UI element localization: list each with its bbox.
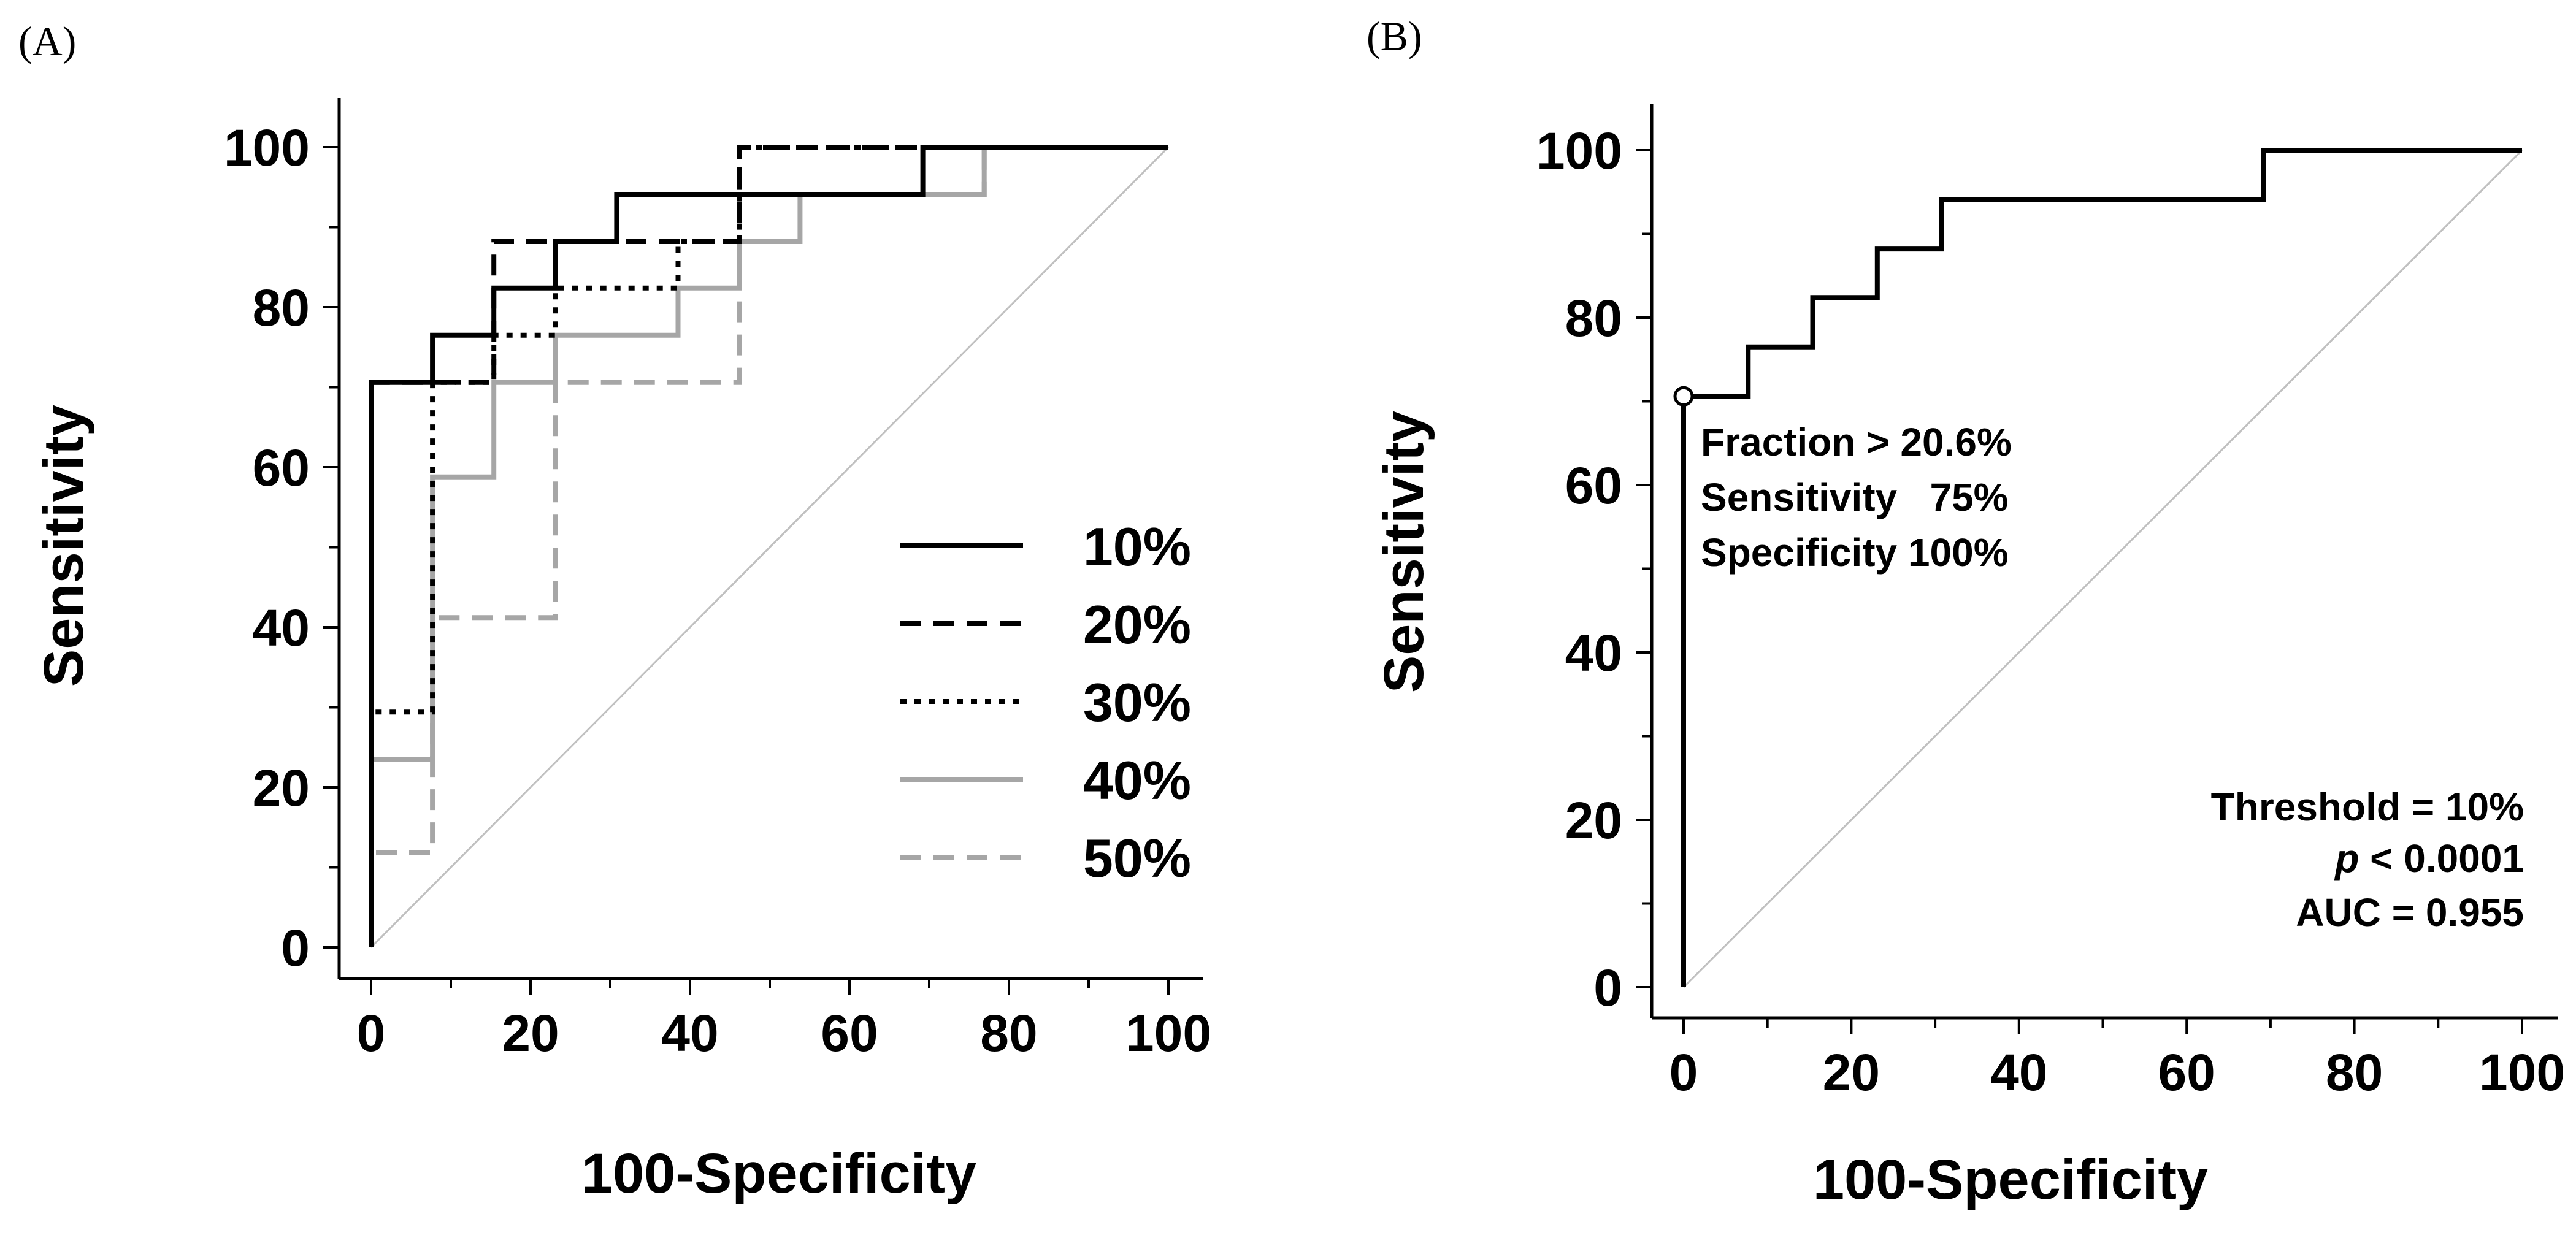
panel-b-auc-label: AUC = 0.955 (2296, 890, 2524, 934)
panelA-y-tick-label: 80 (253, 279, 310, 337)
panelB-x-tick-label: 60 (2158, 1044, 2215, 1101)
panelA-x-tick-label: 60 (821, 1004, 878, 1062)
panelB-x-tick-label: 0 (1669, 1044, 1698, 1101)
panelA-x-tick-label: 20 (502, 1004, 559, 1062)
panel-b: (B) 0 20 40 60 80 100 0 20 40 60 80 100 100-Specifi… (1367, 13, 2565, 1211)
panel-b-p-symbol: p (2334, 836, 2359, 881)
panel-b-x-axis-title: 100-Specificity (1813, 1148, 2208, 1211)
panel-a: (A) 0 20 40 60 80 100 0 20 40 60 80 100 100-Specifi… (18, 18, 1211, 1205)
panel-b-p-value-text: < 0.0001 (2359, 836, 2524, 881)
panelA-x-tick-label: 0 (357, 1004, 386, 1062)
panel-a-x-axis-title: 100-Specificity (581, 1142, 976, 1205)
panelB-x-tick-label: 40 (1990, 1044, 2047, 1101)
legend-label-50: 50% (1083, 828, 1191, 888)
panelA-x-tick-label: 100 (1125, 1004, 1211, 1062)
panelA-y-tick-label: 0 (281, 919, 310, 977)
panel-b-axes (1636, 104, 2558, 1034)
panel-b-p-value: p < 0.0001 (2334, 836, 2524, 881)
panelB-x-tick-label: 20 (1823, 1044, 1880, 1101)
panelB-series-threshold10-line (1681, 148, 2522, 987)
panel-a-label: (A) (18, 18, 76, 64)
panelA-y-tick-label: 40 (253, 599, 310, 657)
panel-b-label: (B) (1367, 13, 1422, 59)
panel-b-cutoff-line-2: Sensitivity 75% (1701, 475, 2009, 519)
panelB-y-tick-label: 20 (1565, 792, 1622, 849)
panel-a-series (369, 145, 1170, 949)
panelB-y-tick-label: 40 (1565, 624, 1622, 682)
panelA-x-tick-label: 40 (661, 1004, 718, 1062)
panel-a-legend: 10% 20% 30% 40% 50% (900, 516, 1191, 888)
panelB-y-tick-label: 0 (1593, 959, 1622, 1017)
panelA-y-tick-label: 20 (253, 759, 310, 817)
panel-b-threshold-label: Threshold = 10% (2211, 785, 2524, 829)
panel-a-axes (323, 98, 1203, 995)
panelA-reference-diagonal (370, 146, 1170, 949)
panel-b-y-axis-title: Sensitivity (1373, 411, 1435, 693)
panelB-y-tick-label: 60 (1565, 457, 1622, 514)
panel-b-tick-labels: 0 20 40 60 80 100 0 20 40 60 80 100 (1536, 122, 2565, 1101)
panelB-reference-diagonal (1682, 149, 2523, 988)
legend-label-40: 40% (1083, 750, 1191, 811)
panel-b-cutoff-line-3: Specificity 100% (1701, 530, 2009, 575)
panelB-x-tick-label: 100 (2479, 1044, 2565, 1101)
panel-b-cutoff-marker (1673, 386, 1694, 407)
panelB-x-tick-label: 80 (2326, 1044, 2383, 1101)
panel-b-cutoff-line-1: Fraction > 20.6% (1701, 420, 2012, 464)
panelB-y-tick-label: 80 (1565, 289, 1622, 347)
panelA-y-tick-label: 60 (253, 439, 310, 497)
panel-a-tick-labels: 0 20 40 60 80 100 0 20 40 60 80 100 (224, 119, 1211, 1062)
panelB-y-tick-label: 100 (1536, 122, 1622, 180)
legend-label-20: 20% (1083, 594, 1191, 655)
panelA-y-tick-label: 100 (224, 119, 310, 177)
legend-label-10: 10% (1083, 516, 1191, 577)
panel-a-y-axis-title: Sensitivity (33, 405, 95, 687)
legend-label-30: 30% (1083, 672, 1191, 733)
panelA-series-10-line (369, 145, 1168, 947)
panel-b-series (1681, 148, 2523, 988)
panelA-x-tick-label: 80 (980, 1004, 1037, 1062)
